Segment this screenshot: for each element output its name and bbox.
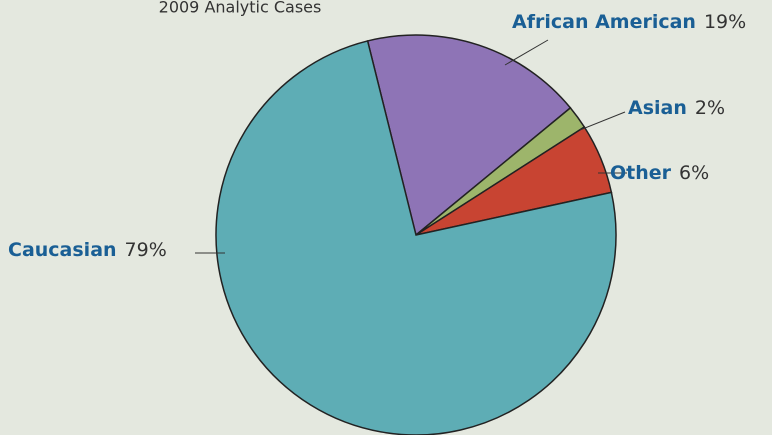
pie-slice [215, 40, 617, 435]
category-label: Caucasian [8, 239, 117, 261]
leader-line [504, 39, 549, 66]
category-label: Asian [628, 97, 687, 119]
value-label: 6% [679, 162, 709, 184]
value-label: 2% [695, 97, 725, 119]
slice-label: Asian 2% [628, 97, 725, 119]
pie-slice [366, 34, 572, 237]
chart-title: 2009 Analytic Cases [159, 0, 322, 17]
leader-line [579, 111, 626, 131]
value-label: 79% [125, 239, 167, 261]
slice-label: Other 6% [610, 162, 709, 184]
category-label: African American [512, 11, 696, 33]
slice-label: African American 19% [512, 11, 746, 33]
value-label: 19% [704, 11, 746, 33]
slice-label: Caucasian 79% [8, 239, 167, 261]
category-label: Other [610, 162, 672, 184]
